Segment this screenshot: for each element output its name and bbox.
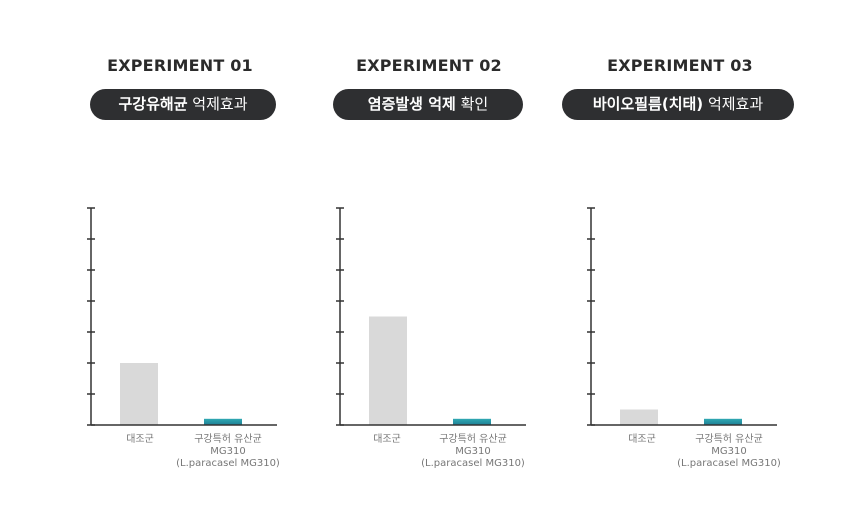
experiment-subtitle-pill: 염증발생 억제 확인 <box>333 89 523 120</box>
x-label-line: MG310 <box>455 446 491 457</box>
experiment-subtitle-pill: 바이오필름(치태) 억제효과 <box>562 89 794 120</box>
x-label-line: 구강특허 유산균 <box>695 434 763 445</box>
bar-control <box>369 316 407 425</box>
subtitle-rest: 억제효과 <box>192 95 248 113</box>
experiment-panel-2: EXPERIMENT 02 염증발생 억제 확인 대조군 구강특허 유산균 MG… <box>289 0 569 523</box>
x-label-line: 구강특허 유산균 <box>439 434 507 445</box>
x-label-line: MG310 <box>711 446 747 457</box>
subtitle-bold: 구강유해균 <box>118 95 188 113</box>
experiment-subtitle-pill: 구강유해균 억제효과 <box>90 89 276 120</box>
subtitle-rest: 억제효과 <box>707 95 764 113</box>
subtitle-bold: 바이오필름(치태) <box>592 95 704 113</box>
x-label-control: 대조군 <box>628 434 656 445</box>
x-label-line: MG310 <box>210 446 246 457</box>
subtitle-rest: 확인 <box>460 95 489 113</box>
subtitle-bold: 염증발생 억제 <box>367 95 456 113</box>
bar-treatment <box>453 418 491 425</box>
bar-treatment <box>704 418 742 425</box>
x-label-line: 구강특허 유산균 <box>194 434 262 445</box>
x-label-treatment: 구강특허 유산균 MG310 (L.paracasel MG310) <box>158 434 298 470</box>
experiment-title: EXPERIMENT 02 <box>356 56 502 75</box>
bar-chart <box>336 207 526 426</box>
experiment-panel-1: EXPERIMENT 01 구강유해균 억제효과 대조군 구강특허 유산균 MG… <box>40 0 320 523</box>
x-label-line: (L.paracasel MG310) <box>176 458 280 469</box>
experiment-title: EXPERIMENT 03 <box>607 56 753 75</box>
bar-chart <box>87 207 277 426</box>
x-label-treatment: 구강특허 유산균 MG310 (L.paracasel MG310) <box>659 434 799 470</box>
x-label-line: (L.paracasel MG310) <box>677 458 781 469</box>
experiment-panel-3: EXPERIMENT 03 바이오필름(치태) 억제효과 대조군 구강특허 유산… <box>540 0 820 523</box>
experiment-title: EXPERIMENT 01 <box>107 56 253 75</box>
x-label-treatment: 구강특허 유산균 MG310 (L.paracasel MG310) <box>403 434 543 470</box>
bar-chart <box>587 207 777 426</box>
x-label-control: 대조군 <box>126 434 154 445</box>
x-label-line: (L.paracasel MG310) <box>421 458 525 469</box>
bar-treatment <box>204 418 242 425</box>
bar-control <box>620 409 658 425</box>
x-label-control: 대조군 <box>373 434 401 445</box>
bar-control <box>120 363 158 425</box>
